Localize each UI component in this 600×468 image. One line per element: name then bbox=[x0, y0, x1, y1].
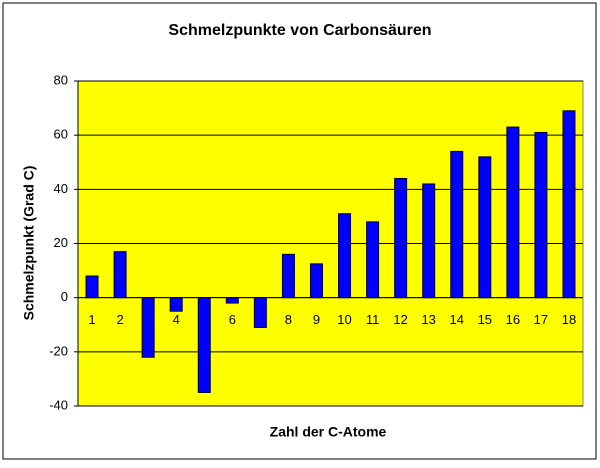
x-tick-label: 18 bbox=[562, 312, 576, 327]
chart-title: Schmelzpunkte von Carbonsäuren bbox=[168, 22, 431, 39]
x-tick-label: 1 bbox=[88, 312, 95, 327]
y-tick-label: 40 bbox=[54, 181, 68, 196]
x-tick-label: 4 bbox=[173, 312, 180, 327]
bar bbox=[225, 297, 239, 304]
bar bbox=[562, 110, 576, 299]
y-tick-label: 60 bbox=[54, 127, 68, 142]
bar bbox=[450, 150, 464, 299]
bar bbox=[253, 297, 267, 328]
bar bbox=[506, 126, 520, 299]
y-tick-label: 80 bbox=[54, 72, 68, 87]
bar bbox=[113, 251, 127, 299]
x-tick-label: 12 bbox=[393, 312, 407, 327]
bar bbox=[169, 297, 183, 312]
bar bbox=[394, 178, 408, 299]
bar bbox=[366, 221, 380, 299]
x-tick-label: 15 bbox=[478, 312, 492, 327]
x-tick-label: 13 bbox=[421, 312, 435, 327]
bar bbox=[338, 213, 352, 299]
bar bbox=[85, 275, 99, 299]
x-tick-label: 14 bbox=[450, 312, 464, 327]
x-tick-label: 11 bbox=[366, 312, 380, 327]
bar bbox=[281, 253, 295, 299]
y-tick-label: 0 bbox=[61, 289, 68, 304]
bar bbox=[534, 131, 548, 299]
x-tick-label: 8 bbox=[285, 312, 292, 327]
bar bbox=[478, 156, 492, 299]
x-tick-label: 17 bbox=[534, 312, 548, 327]
bar bbox=[309, 263, 323, 299]
x-tick-label: 9 bbox=[313, 312, 320, 327]
bar bbox=[422, 183, 436, 299]
x-tick-label: 6 bbox=[229, 312, 236, 327]
x-axis-label: Zahl der C-Atome bbox=[270, 424, 387, 440]
y-tick-label: -20 bbox=[49, 343, 68, 358]
y-axis-label: Schmelzpunkt (Grad C) bbox=[21, 166, 37, 321]
y-tick-label: -40 bbox=[49, 397, 68, 412]
bar bbox=[141, 297, 155, 358]
x-tick-label: 2 bbox=[116, 312, 123, 327]
y-tick-label: 20 bbox=[54, 235, 68, 250]
x-tick-label: 16 bbox=[506, 312, 520, 327]
bar bbox=[197, 297, 211, 393]
x-tick-label: 10 bbox=[337, 312, 351, 327]
